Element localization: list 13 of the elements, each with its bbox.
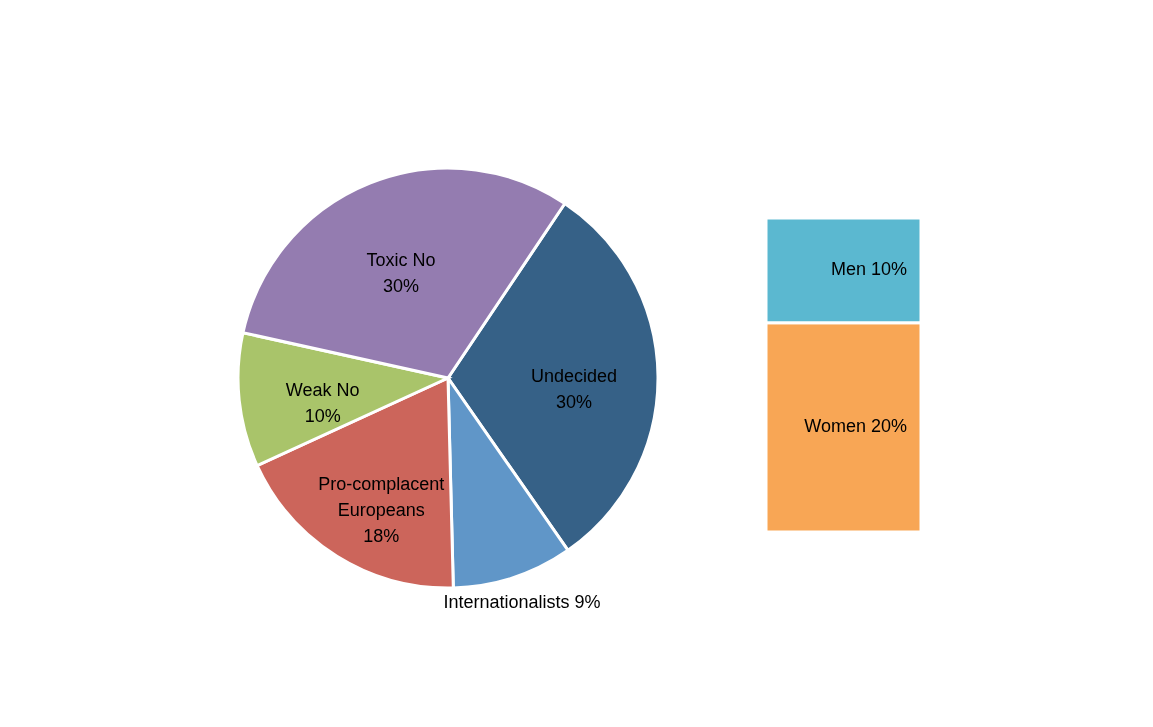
data-label: 10% — [871, 259, 908, 280]
series-label: Men — [830, 259, 866, 280]
data-label: 10% — [304, 406, 341, 427]
slice-label: Undecided — [530, 365, 618, 386]
data-label: 30% — [555, 391, 593, 412]
data-label: 18% — [363, 525, 400, 546]
slice-label: Internationalists 9% — [443, 592, 601, 613]
slice-label: Pro-complacent Europeans — [318, 473, 445, 520]
series-label: Women — [804, 416, 866, 437]
slice-label: Weak No — [285, 380, 360, 401]
slice-label: Toxic No — [366, 250, 436, 271]
data-label: 30% — [383, 276, 420, 297]
data-label: 20% — [871, 416, 908, 437]
